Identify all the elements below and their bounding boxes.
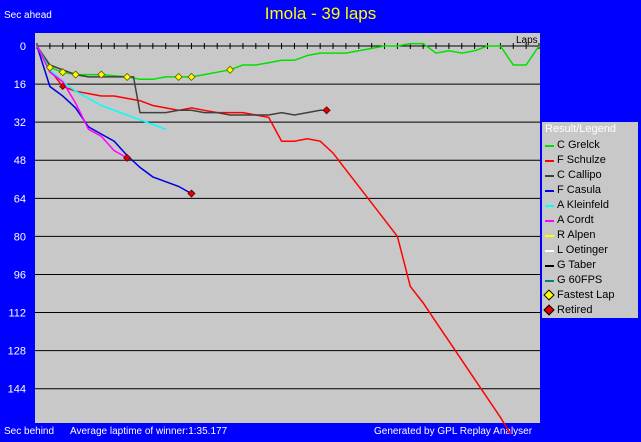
legend-label: A Kleinfeld (557, 199, 609, 211)
legend-item: C Grelck (542, 138, 638, 153)
fastest-lap-marker (71, 70, 80, 79)
retired-marker (59, 82, 67, 91)
legend-marker-icon (543, 304, 555, 316)
legend-swatch (545, 205, 554, 207)
legend-title: Result/Legend (545, 123, 616, 135)
x-axis-label: Laps (516, 35, 538, 46)
y-tick-label: 16 (14, 79, 26, 91)
fastest-lap-marker (97, 70, 106, 79)
legend-swatch (545, 160, 554, 162)
y-tick-label: 64 (14, 193, 26, 205)
plot-background (35, 33, 540, 423)
legend-swatch (545, 250, 554, 252)
legend-item: F Casula (542, 183, 638, 198)
retired-marker (322, 106, 331, 115)
retired-marker (187, 189, 196, 198)
legend-label: Fastest Lap (557, 289, 615, 301)
legend-item: A Kleinfeld (542, 198, 638, 213)
legend-item: G Taber (542, 258, 638, 273)
legend-swatch (545, 145, 554, 147)
bottom-left-label: Sec behind (4, 426, 55, 437)
legend-swatch (545, 220, 554, 222)
fastest-lap-marker (123, 72, 132, 82)
y-tick-label: 80 (14, 231, 26, 243)
fastest-lap-marker (226, 65, 235, 74)
fastest-lap-marker (187, 72, 196, 82)
top-left-label: Sec ahead (4, 10, 52, 21)
legend-swatch (545, 265, 554, 267)
avg-laptime-label: Average laptime of winner:1:35.177 (70, 426, 228, 437)
legend-label: Retired (557, 304, 593, 316)
legend-marker-icon (543, 289, 555, 301)
legend-swatch (545, 235, 554, 237)
legend-label: G Taber (557, 259, 596, 271)
legend-label: L Oetinger (557, 244, 608, 256)
series-line-c-grelck (36, 42, 540, 81)
fastest-lap-marker (45, 63, 54, 72)
retired-marker (123, 153, 132, 162)
legend-item: A Cordt (542, 213, 638, 228)
series-line-c-callipo (36, 45, 327, 116)
legend-item: Fastest Lap (542, 288, 638, 303)
legend-label: F Schulze (557, 154, 606, 166)
legend-label: G 60FPS (557, 274, 603, 286)
legend-item: L Oetinger (542, 243, 638, 258)
generated-label: Generated by GPL Replay Analyser (374, 426, 533, 437)
legend: Result/Legend C Grelck F Schulze C Callipo… (542, 122, 638, 318)
legend-item: F Schulze (542, 153, 638, 168)
y-tick-label: 48 (14, 155, 26, 167)
legend-item: Retired (542, 303, 638, 318)
y-tick-label: 32 (14, 117, 26, 129)
legend-swatch (545, 175, 554, 177)
legend-item: C Callipo (542, 168, 638, 183)
y-tick-label: 112 (8, 308, 26, 320)
y-tick-label: 144 (8, 384, 26, 396)
legend-label: C Callipo (557, 169, 602, 181)
fastest-lap-marker (58, 68, 67, 77)
y-tick-label: 96 (14, 269, 26, 281)
legend-swatch (545, 190, 554, 192)
legend-label: R Alpen (557, 229, 596, 241)
fastest-lap-marker (174, 72, 183, 82)
y-tick-label: 0 (20, 41, 26, 53)
legend-label: F Casula (557, 184, 602, 196)
series-line-f-schulze (36, 45, 512, 435)
series-line-a-cordt (36, 45, 128, 159)
series-line-f-casula (36, 45, 192, 195)
legend-swatch (545, 280, 554, 282)
y-tick-label: 128 (8, 346, 26, 358)
legend-label: C Grelck (557, 139, 600, 151)
legend-item: G 60FPS (542, 273, 638, 288)
chart-title: Imola - 39 laps (264, 4, 377, 23)
legend-label: A Cordt (557, 214, 594, 226)
legend-item: R Alpen (542, 228, 638, 243)
